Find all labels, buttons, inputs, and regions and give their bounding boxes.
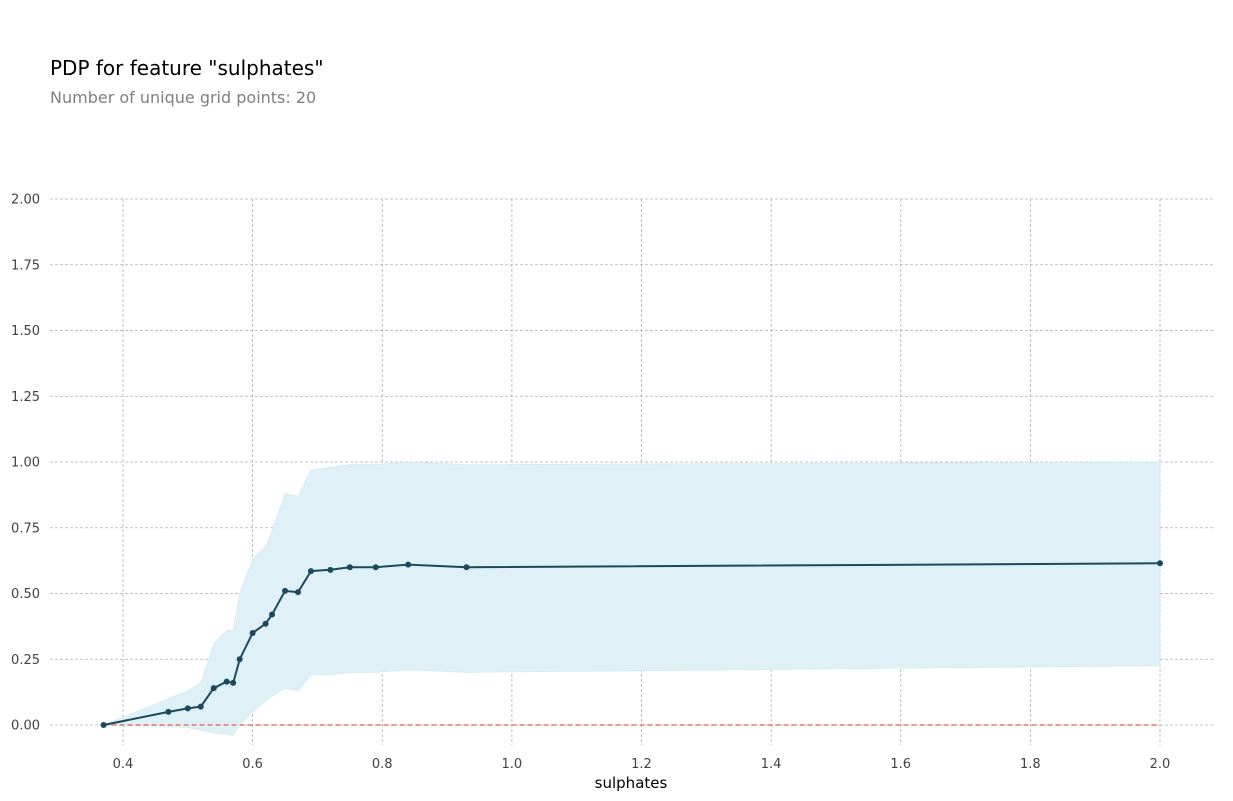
- chart-title: PDP for feature "sulphates": [50, 56, 324, 80]
- x-axis-ticks: 0.4 0.6 0.8 1.0 1.2 1.4 1.6 1.8 2.0: [113, 757, 1171, 772]
- pdp-point: [223, 678, 230, 685]
- pdp-point: [463, 564, 470, 571]
- x-tick-label: 2.0: [1150, 757, 1171, 772]
- y-axis-ticks: 0.00 0.25 0.50 0.75 1.00 1.25 1.50 1.75 2.00: [11, 193, 40, 734]
- x-tick-label: 1.2: [631, 757, 652, 772]
- y-tick-label: 0.50: [11, 587, 40, 602]
- pdp-point: [269, 611, 276, 618]
- pdp-point: [307, 568, 314, 575]
- y-tick-label: 1.25: [11, 390, 40, 405]
- pdp-point: [236, 656, 243, 663]
- pdp-point: [230, 679, 237, 686]
- pdp-point: [184, 705, 191, 712]
- pdp-point: [282, 587, 289, 594]
- pdp-series: [100, 560, 1163, 728]
- pdp-point: [405, 561, 412, 568]
- confidence-band-area: [103, 461, 1161, 736]
- pdp-point: [165, 708, 172, 715]
- y-tick-label: 1.00: [11, 456, 40, 471]
- pdp-point: [100, 722, 107, 728]
- pdp-line: [103, 562, 1161, 726]
- pdp-point: [294, 589, 301, 596]
- confidence-band: [103, 461, 1161, 736]
- y-tick-label: 2.00: [11, 193, 40, 208]
- chart-subtitle: Number of unique grid points: 20: [50, 88, 317, 107]
- x-tick-label: 1.0: [502, 757, 523, 772]
- x-tick-label: 1.4: [761, 757, 782, 772]
- x-axis-label: sulphates: [595, 774, 668, 792]
- pdp-point: [262, 620, 269, 627]
- y-tick-label: 0.75: [11, 521, 40, 536]
- pdp-point: [1157, 560, 1163, 567]
- pdp-point: [210, 685, 217, 692]
- pdp-point: [372, 564, 379, 571]
- pdp-point: [197, 703, 204, 710]
- pdp-point: [249, 629, 256, 636]
- pdp-point: [327, 566, 334, 573]
- y-tick-label: 1.50: [11, 324, 40, 339]
- y-tick-label: 0.25: [11, 653, 40, 668]
- x-tick-label: 1.6: [890, 757, 911, 772]
- x-tick-label: 0.4: [113, 757, 134, 772]
- x-tick-label: 0.8: [372, 757, 393, 772]
- x-tick-label: 1.8: [1020, 757, 1041, 772]
- x-tick-label: 0.6: [242, 757, 263, 772]
- pdp-point: [346, 564, 353, 571]
- y-tick-label: 1.75: [11, 258, 40, 273]
- y-tick-label: 0.00: [11, 719, 40, 734]
